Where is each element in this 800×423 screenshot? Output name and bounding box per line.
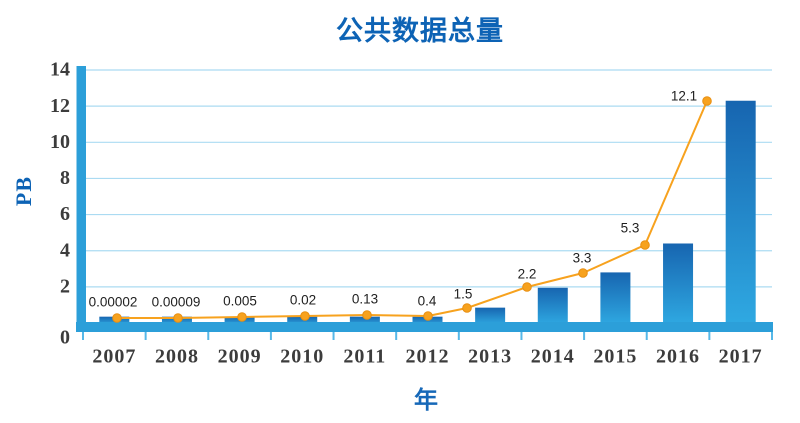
line-dot-2017 <box>702 96 712 106</box>
y-axis-title: PB <box>11 175 36 207</box>
point-label-2013: 1.5 <box>454 287 473 302</box>
y-tick-label-0: 0 <box>60 327 70 349</box>
x-tick-label-2015: 2015 <box>593 346 637 368</box>
bar-2015 <box>600 272 631 325</box>
x-tick-label-2010: 2010 <box>280 346 324 368</box>
line-dot-2011 <box>362 310 372 320</box>
x-tick-label-2013: 2013 <box>468 346 512 368</box>
line-dot-2010 <box>300 311 310 321</box>
line-dot-2014 <box>522 282 532 292</box>
y-tick-label-14: 14 <box>50 59 70 81</box>
y-tick-label-2: 2 <box>60 275 70 297</box>
line-dot-2013 <box>462 303 472 313</box>
bar-2014 <box>537 287 568 325</box>
point-label-2015: 3.3 <box>573 251 592 266</box>
x-axis-title: 年 <box>414 387 438 414</box>
y-tick-label-4: 4 <box>60 239 70 261</box>
bar-2012 <box>412 316 443 325</box>
chart-title: 公共数据总量 <box>336 16 504 46</box>
x-tick-label-2008: 2008 <box>155 346 199 368</box>
x-tick-label-2016: 2016 <box>656 346 700 368</box>
bar-2010 <box>287 316 318 325</box>
bar-2016 <box>663 243 694 325</box>
bar-2017 <box>725 100 756 325</box>
point-label-2014: 2.2 <box>518 267 537 282</box>
y-tick-label-12: 12 <box>50 95 70 117</box>
line-dot-2012 <box>423 311 433 321</box>
point-label-2011: 0.13 <box>352 292 378 307</box>
x-tick-label-2017: 2017 <box>719 346 763 368</box>
x-tick-label-2011: 2011 <box>343 346 386 368</box>
line-dot-2016 <box>640 240 650 250</box>
x-tick-label-2009: 2009 <box>218 346 262 368</box>
y-axis-line <box>76 66 86 332</box>
y-tick-label-8: 8 <box>60 167 70 189</box>
line-dot-2008 <box>173 313 183 323</box>
point-label-2009: 0.005 <box>223 294 257 309</box>
x-axis-line <box>76 322 773 332</box>
line-dot-2009 <box>237 312 247 322</box>
y-tick-label-6: 6 <box>60 203 70 225</box>
point-label-2008: 0.00009 <box>152 295 201 310</box>
bar-2011 <box>349 316 380 325</box>
point-label-2012: 0.4 <box>418 294 437 309</box>
bar-2013 <box>475 307 506 325</box>
point-label-2016: 5.3 <box>621 221 640 236</box>
point-label-2007: 0.00002 <box>89 295 138 310</box>
x-tick-label-2014: 2014 <box>531 346 575 368</box>
point-label-2017: 12.1 <box>671 89 697 104</box>
y-tick-label-10: 10 <box>50 131 70 153</box>
line-dot-2015 <box>578 268 588 278</box>
x-tick-label-2007: 2007 <box>92 346 136 368</box>
point-label-2010: 0.02 <box>290 293 316 308</box>
line-dot-2007 <box>112 313 122 323</box>
x-tick-label-2012: 2012 <box>406 346 450 368</box>
